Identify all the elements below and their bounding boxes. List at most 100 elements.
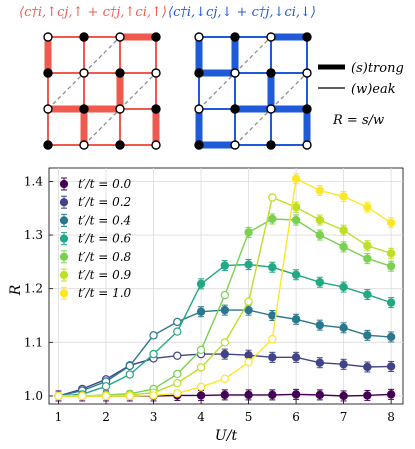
spin-up-lattice-site (79, 140, 89, 150)
data-point (173, 378, 182, 388)
y-tick-label: 1.3 (24, 228, 43, 242)
legend: t′/t = 0.0 t′/t = 0.2 t′/t = 0.4 t′/t = 0.6… (59, 177, 132, 300)
spin-down-bond-label: ⟨c†i,↓cj,↓ + c†j,↓ci,↓⟩ (168, 5, 316, 20)
data-point (244, 350, 253, 360)
spin-up-lattice-site (43, 104, 53, 114)
spin-up-lattice-site (115, 104, 125, 114)
data-point (291, 353, 301, 362)
y-tick-label: 1.2 (24, 282, 43, 296)
data-point (196, 363, 206, 372)
spin-up-diagonal-bond (119, 72, 157, 110)
spin-down-lattice (194, 32, 312, 150)
legend-marker (59, 252, 69, 261)
data-point (386, 332, 396, 342)
spin-down-diagonal-bond (234, 108, 272, 146)
y-tick-label: 1.0 (24, 389, 43, 403)
data-point (339, 391, 348, 401)
spin-up-lattice-site (79, 32, 89, 42)
data-point (291, 215, 301, 225)
data-point (315, 358, 325, 367)
spin-down-lattice-site (230, 104, 240, 114)
data-point (291, 315, 301, 324)
data-point (268, 353, 277, 362)
series-group (54, 173, 396, 402)
spin-up-lattice-site (151, 32, 161, 42)
top-panel: ⟨c†i,↑cj,↑ + c†j,↑ci,↑⟩ ⟨c†i,↓cj,↓ + c†j… (19, 5, 404, 150)
data-point (101, 382, 111, 391)
data-point (196, 279, 206, 289)
data-point (339, 192, 348, 201)
spin-down-lattice-site (266, 32, 276, 42)
data-point (268, 214, 277, 224)
spin-down-diagonal-bond (234, 36, 272, 74)
data-point (220, 338, 230, 347)
spin-down-lattice-site (266, 140, 276, 150)
data-point (339, 242, 348, 252)
data-point (125, 391, 134, 401)
legend-marker (59, 198, 69, 207)
spin-down-diagonal-bond (198, 72, 236, 110)
spin-up-diagonal-bond (47, 72, 85, 110)
spin-down-lattice-site (230, 32, 240, 42)
legend-label: t′/t = 1.0 (78, 286, 132, 300)
spin-up-lattice-site (115, 32, 125, 42)
spin-up-lattice-site (79, 104, 89, 114)
x-tick-label: 2 (102, 410, 110, 424)
x-tick-label: 6 (292, 410, 300, 424)
spin-up-lattice-site (151, 140, 161, 150)
data-point (244, 305, 253, 315)
data-point (339, 282, 348, 292)
legend-marker (59, 179, 69, 189)
spin-up-lattice (43, 32, 161, 150)
data-point (315, 215, 325, 225)
legend-label: t′/t = 0.2 (78, 195, 131, 209)
spin-down-lattice-site (194, 140, 204, 150)
data-point (196, 307, 206, 316)
data-point (363, 331, 372, 340)
data-point (244, 228, 253, 237)
data-point (149, 349, 158, 359)
x-tick-label: 7 (340, 410, 348, 424)
data-point (220, 349, 230, 359)
spin-up-lattice-site (115, 68, 125, 78)
y-tick-label: 1.1 (24, 335, 43, 349)
legend-label: t′/t = 0.0 (78, 177, 132, 191)
data-point (386, 298, 396, 307)
spin-down-lattice-site (194, 104, 204, 114)
data-point (291, 390, 301, 399)
data-point (244, 390, 253, 400)
data-point (291, 202, 301, 212)
data-point (220, 261, 230, 270)
spin-down-lattice-site (266, 68, 276, 78)
data-point (315, 186, 325, 195)
data-point (173, 369, 182, 379)
spin-down-lattice-site (266, 104, 276, 114)
spin-down-lattice-site (302, 140, 312, 150)
strong-bond-legend-label: (s)trong (351, 61, 404, 76)
data-point (386, 261, 396, 271)
x-tick-label: 4 (197, 410, 205, 424)
data-point (196, 345, 206, 355)
x-axis-label: U/t (215, 428, 238, 444)
data-point (196, 391, 206, 400)
data-point (363, 290, 372, 299)
x-tick-label: 1 (55, 410, 63, 424)
data-point (315, 278, 325, 287)
data-point (339, 226, 348, 235)
data-point (244, 357, 253, 367)
data-point (268, 334, 277, 344)
spin-up-lattice-site (43, 140, 53, 150)
data-point (386, 362, 396, 371)
weak-bond-legend-label: (w)eak (351, 82, 396, 97)
x-tick-label: 3 (150, 410, 158, 424)
spin-up-lattice-site (151, 68, 161, 78)
data-point (315, 390, 325, 400)
data-point (220, 290, 230, 300)
legend-label: t′/t = 0.4 (78, 213, 131, 227)
legend-marker (59, 289, 69, 298)
data-point (220, 390, 230, 400)
data-point (220, 374, 230, 383)
x-tick-label: 5 (245, 410, 253, 424)
data-point (244, 260, 253, 269)
